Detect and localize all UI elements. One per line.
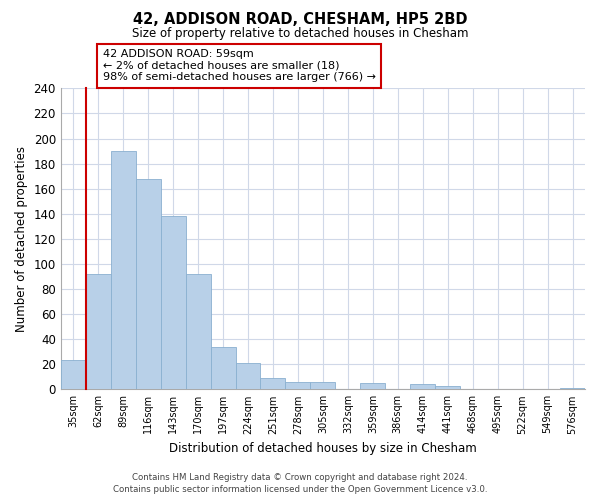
Text: Size of property relative to detached houses in Chesham: Size of property relative to detached ho… [132, 28, 468, 40]
Bar [435, 386, 460, 390]
Bar [410, 384, 435, 390]
Bar [560, 388, 585, 390]
X-axis label: Distribution of detached houses by size in Chesham: Distribution of detached houses by size … [169, 442, 477, 455]
Bar [86, 274, 111, 390]
Bar [260, 378, 286, 390]
Bar [361, 383, 385, 390]
Bar [185, 274, 211, 390]
Bar [136, 178, 161, 390]
Text: 42, ADDISON ROAD, CHESHAM, HP5 2BD: 42, ADDISON ROAD, CHESHAM, HP5 2BD [133, 12, 467, 28]
Bar [286, 382, 310, 390]
Bar [161, 216, 185, 390]
Bar [61, 360, 86, 390]
Y-axis label: Number of detached properties: Number of detached properties [15, 146, 28, 332]
Bar [211, 346, 236, 390]
Bar [111, 151, 136, 390]
Text: 42 ADDISON ROAD: 59sqm
← 2% of detached houses are smaller (18)
98% of semi-deta: 42 ADDISON ROAD: 59sqm ← 2% of detached … [103, 49, 376, 82]
Bar [236, 363, 260, 390]
Text: Contains HM Land Registry data © Crown copyright and database right 2024.
Contai: Contains HM Land Registry data © Crown c… [113, 472, 487, 494]
Bar [310, 382, 335, 390]
